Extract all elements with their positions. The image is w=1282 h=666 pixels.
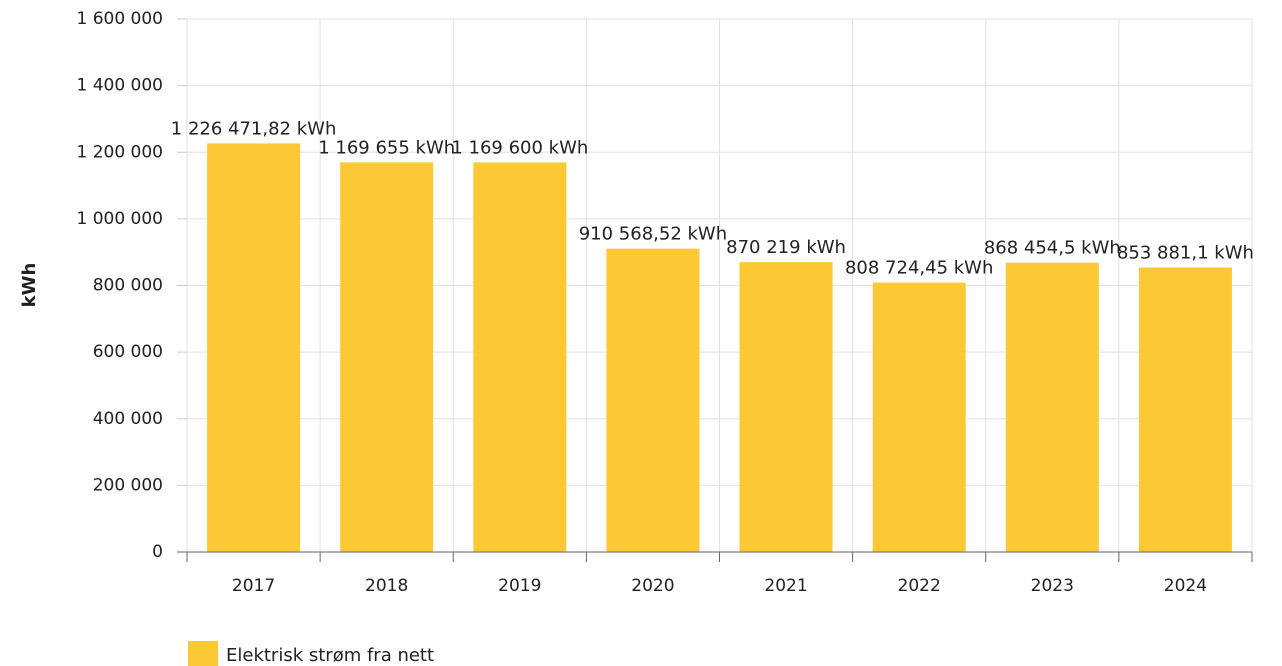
- y-tick-label: 800 000: [93, 276, 163, 296]
- value-label: 868 454,5 kWh: [984, 238, 1121, 259]
- bar: [473, 162, 567, 552]
- value-label: 910 568,52 kWh: [579, 224, 727, 245]
- y-tick-label: 400 000: [93, 409, 163, 429]
- y-tick-label: 1 400 000: [76, 76, 163, 96]
- bar: [340, 162, 434, 552]
- value-label: 853 881,1 kWh: [1117, 243, 1254, 264]
- value-label: 1 226 471,82 kWh: [171, 118, 337, 139]
- value-label: 870 219 kWh: [726, 237, 846, 258]
- bar: [739, 262, 833, 552]
- x-tick-label: 2024: [1164, 576, 1207, 596]
- value-label: 1 169 655 kWh: [318, 137, 455, 158]
- y-tick-label: 1 600 000: [76, 9, 163, 29]
- x-tick-label: 2020: [631, 576, 674, 596]
- bar: [606, 248, 700, 552]
- value-label: 1 169 600 kWh: [451, 137, 588, 158]
- x-tick-label: 2023: [1031, 576, 1074, 596]
- y-tick-label: 600 000: [93, 342, 163, 362]
- y-tick-label: 0: [152, 542, 163, 562]
- value-label: 808 724,45 kWh: [845, 258, 993, 279]
- y-tick-label: 1 000 000: [76, 209, 163, 229]
- bar: [1138, 267, 1232, 552]
- legend-label: Elektrisk strøm fra nett: [226, 645, 434, 666]
- bar: [207, 143, 301, 552]
- x-tick-label: 2017: [232, 576, 275, 596]
- legend-swatch: [188, 641, 218, 666]
- y-tick-label: 200 000: [93, 475, 163, 495]
- x-tick-label: 2021: [764, 576, 807, 596]
- bar: [1005, 262, 1099, 552]
- x-tick-label: 2018: [365, 576, 408, 596]
- y-tick-label: 1 200 000: [76, 142, 163, 162]
- x-tick-label: 2022: [898, 576, 941, 596]
- x-tick-label: 2019: [498, 576, 541, 596]
- y-axis-label: kWh: [19, 263, 40, 308]
- bar: [872, 282, 966, 552]
